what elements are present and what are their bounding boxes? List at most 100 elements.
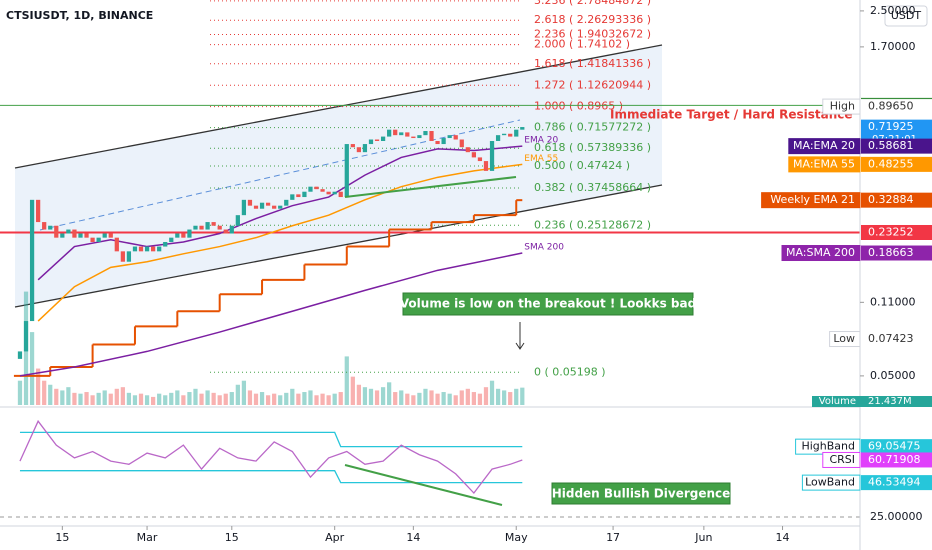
candle — [272, 205, 277, 209]
candle — [175, 233, 180, 238]
volume-bar — [284, 392, 289, 405]
candle — [477, 157, 483, 162]
candle — [138, 246, 144, 252]
x-tick-label: Apr — [325, 531, 345, 544]
candle — [278, 205, 283, 209]
price-name-box — [761, 192, 861, 209]
candle — [169, 237, 174, 243]
candle — [42, 222, 47, 230]
fib-label: 0 ( 0.05198 ) — [534, 365, 606, 378]
volume-bar — [78, 393, 83, 405]
price-label-box — [861, 245, 932, 261]
volume-label-box — [812, 396, 932, 407]
volume-bar — [265, 395, 271, 405]
crsi-name: LowBand — [805, 476, 855, 489]
candle — [144, 246, 150, 252]
volume-bar — [132, 395, 138, 405]
candle — [320, 189, 325, 192]
candle — [126, 251, 132, 262]
candle — [193, 225, 198, 230]
candle — [332, 191, 337, 195]
volume-bar — [241, 380, 247, 405]
divergence-box — [551, 482, 731, 505]
volume-bar — [60, 390, 65, 405]
fib-label: 0.382 ( 0.37458664 ) — [534, 181, 651, 194]
candle — [302, 191, 307, 198]
candle — [23, 321, 29, 352]
volume-bar — [399, 390, 404, 405]
volume-bar — [90, 395, 95, 405]
currency-label[interactable]: USDT — [891, 9, 922, 22]
candle — [314, 186, 319, 190]
volume-bar — [356, 384, 362, 405]
channel-mid — [39, 119, 521, 231]
price-label: 0.23252 — [868, 225, 914, 238]
volume-bar — [54, 388, 59, 405]
candle — [96, 237, 101, 243]
crsi-label: 60.71908 — [868, 453, 921, 466]
candle — [429, 131, 434, 141]
y-tick-label: 0.05000 — [870, 369, 916, 382]
volume-name: Volume — [819, 396, 856, 407]
volume-bar — [169, 392, 174, 405]
volume-bar — [181, 395, 186, 405]
volume-bar — [175, 390, 180, 405]
volume-bar — [259, 392, 265, 405]
candle — [508, 133, 513, 137]
volume-bar — [114, 388, 119, 405]
volume-bar — [199, 393, 204, 405]
price-label: 0.07423 — [868, 332, 914, 345]
candle — [181, 233, 186, 238]
candle — [48, 225, 53, 230]
candle — [502, 133, 507, 136]
fib-label: 3.236 ( 2.78484872 ) — [534, 0, 651, 7]
volume-bar — [66, 387, 71, 405]
price-name: Weekly EMA 21 — [770, 193, 855, 206]
volume-bar — [344, 356, 349, 405]
price-label-box — [861, 138, 932, 154]
candle — [411, 136, 416, 139]
price-name: MA:SMA 200 — [786, 246, 855, 259]
volume-bar — [17, 380, 23, 405]
candle — [520, 127, 525, 130]
candle — [405, 132, 410, 137]
price-name: High — [830, 100, 855, 113]
candle — [187, 229, 192, 238]
candle — [54, 225, 59, 238]
candle — [471, 152, 476, 158]
fib-label: 2.000 ( 1.74102 ) — [534, 38, 630, 51]
support-line — [344, 176, 517, 198]
price-label: 0.71925 — [868, 120, 914, 133]
volume-bar — [429, 390, 434, 405]
volume-label: 21.437M — [868, 396, 912, 407]
fib-label: 1.272 ( 1.12620944 ) — [534, 78, 651, 91]
crsi-label-box — [861, 452, 932, 468]
ma-line — [19, 252, 523, 377]
fib-label: 2.236 ( 1.94032672 ) — [534, 28, 651, 41]
crsi-highband — [19, 431, 523, 448]
currency-button[interactable] — [884, 5, 928, 27]
fib-label: 0.500 ( 0.47424 ) — [534, 159, 630, 172]
price-name-box — [788, 138, 861, 155]
volume-bar — [96, 392, 101, 405]
price-name-box — [822, 98, 861, 115]
y-tick-label: 0.11000 — [870, 295, 916, 308]
x-tick-label: Jun — [694, 531, 712, 544]
price-label: 0.58681 — [868, 139, 914, 152]
candle — [120, 251, 125, 262]
volume-bar — [393, 392, 398, 405]
price-label: 0.48255 — [868, 157, 914, 170]
candle — [308, 186, 313, 192]
candle — [199, 225, 204, 230]
candle — [417, 135, 422, 139]
volume-bar — [495, 388, 501, 405]
volume-bar — [502, 390, 507, 405]
ma-label: EMA 55 — [524, 154, 558, 164]
price-name-box — [788, 156, 861, 173]
volume-bar — [411, 395, 416, 405]
candle — [60, 233, 65, 238]
volume-bar — [465, 388, 470, 405]
volume-bar — [508, 392, 513, 405]
candle — [211, 222, 216, 226]
volume-bar — [362, 387, 368, 405]
